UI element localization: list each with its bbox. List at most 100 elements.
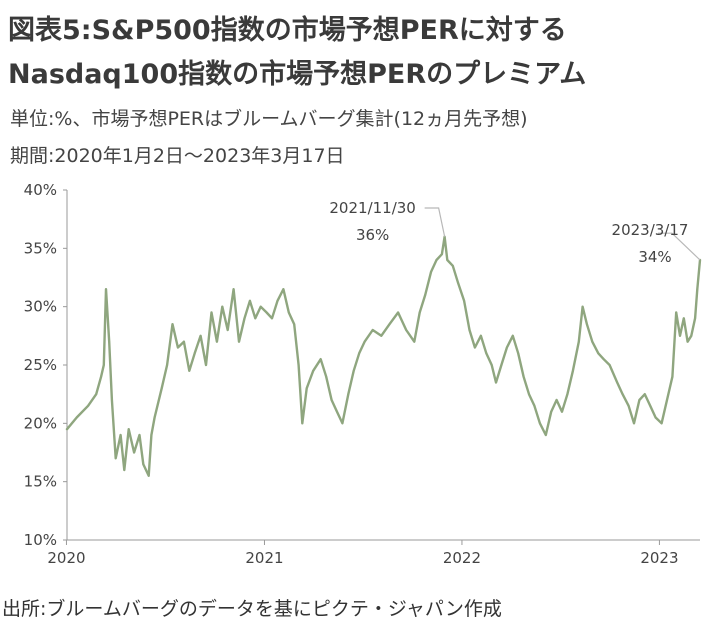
- x-tick-label: 2022: [443, 549, 481, 567]
- data-point: [193, 352, 196, 355]
- data-point: [451, 264, 454, 267]
- data-point: [413, 340, 416, 343]
- data-point: [325, 375, 328, 378]
- data-point: [686, 340, 689, 343]
- annotation-value-label: 34%: [638, 248, 671, 266]
- data-point: [581, 305, 584, 308]
- plot-frame: [66, 190, 700, 541]
- data-point: [330, 399, 333, 401]
- annotation-leader-line: [424, 207, 446, 237]
- source-note: 出所:ブルームバーグのデータを基にピクテ・ジャパン作成: [2, 598, 502, 620]
- data-point: [430, 270, 432, 273]
- data-point: [160, 387, 163, 390]
- data-point: [150, 434, 153, 436]
- x-axis: 2020 2021 2022 2023: [47, 540, 679, 567]
- data-point: [633, 422, 635, 425]
- annotation-value-label: 36%: [356, 226, 389, 244]
- chart-title-line-2: Nasdaq100指数の市場予想PERのプレミアム: [8, 59, 587, 90]
- data-point: [424, 294, 427, 296]
- annotation-layer: 2021/11/30 36% 2023/3/17 34%: [329, 199, 701, 266]
- data-point: [171, 323, 174, 326]
- data-point: [66, 428, 68, 431]
- data-point: [312, 369, 315, 372]
- y-axis: 10% 15% 20% 25% 30% 35% 40%: [24, 181, 67, 549]
- data-point: [75, 416, 78, 419]
- data-point: [388, 323, 391, 326]
- data-point: [111, 399, 113, 401]
- data-point: [555, 399, 558, 401]
- chart-title-line-1: 図表5:S&P500指数の市場予想PERに対する: [8, 15, 567, 46]
- data-point: [336, 410, 338, 413]
- data-point: [441, 253, 443, 256]
- x-tick-label: 2023: [640, 549, 678, 567]
- data-point: [226, 329, 229, 331]
- data-point: [495, 381, 497, 384]
- data-point: [238, 340, 240, 343]
- data-point: [660, 422, 663, 425]
- data-point: [105, 288, 107, 291]
- data-point: [696, 288, 699, 291]
- data-point: [305, 387, 308, 390]
- annotation-date-label: 2021/11/30: [329, 199, 415, 217]
- data-point: [490, 364, 493, 366]
- data-point: [183, 340, 185, 343]
- data-point: [405, 329, 408, 331]
- data-point: [694, 317, 696, 320]
- data-point: [533, 404, 536, 407]
- data-point: [506, 346, 508, 349]
- annotation-date-label: 2023/3/17: [612, 221, 689, 239]
- data-point: [572, 369, 574, 372]
- data-point: [133, 451, 136, 454]
- data-point: [341, 422, 344, 425]
- data-point: [602, 358, 605, 361]
- data-point: [301, 422, 304, 425]
- data-point: [142, 463, 145, 466]
- data-point: [358, 352, 361, 355]
- data-point: [293, 323, 296, 326]
- data-point: [210, 311, 213, 314]
- y-tick-label: 10%: [24, 531, 57, 549]
- data-point: [528, 393, 530, 396]
- data-point: [597, 352, 600, 355]
- data-point: [468, 329, 471, 331]
- data-point: [114, 457, 117, 460]
- data-point: [102, 364, 105, 366]
- data-point: [517, 352, 520, 355]
- data-point: [671, 375, 674, 378]
- data-point: [153, 416, 156, 419]
- y-tick-label: 40%: [24, 181, 57, 199]
- data-point: [100, 375, 102, 378]
- data-point: [287, 311, 290, 314]
- data-point: [108, 340, 111, 343]
- data-point: [690, 334, 693, 337]
- data-point: [363, 340, 366, 343]
- data-point: [127, 428, 130, 431]
- data-point: [544, 434, 547, 436]
- data-point: [616, 381, 619, 384]
- data-point: [649, 404, 652, 407]
- data-point: [561, 410, 563, 413]
- data-point: [177, 346, 179, 349]
- data-point: [380, 334, 383, 337]
- data-point: [675, 311, 678, 314]
- data-point: [319, 358, 322, 361]
- y-tick-label: 35%: [24, 239, 57, 257]
- data-point: [480, 334, 482, 337]
- data-point: [119, 434, 122, 436]
- data-point: [627, 404, 630, 407]
- data-point: [621, 393, 624, 396]
- x-tick-label: 2021: [245, 549, 283, 567]
- data-point: [216, 340, 218, 343]
- data-point: [397, 311, 399, 314]
- data-point: [371, 329, 374, 331]
- data-point: [352, 369, 355, 372]
- data-point: [643, 393, 646, 396]
- data-point: [95, 393, 98, 396]
- data-point: [638, 399, 641, 401]
- data-point: [199, 334, 202, 337]
- x-tick-label: 2020: [47, 549, 85, 567]
- y-tick-label: 15%: [24, 473, 57, 491]
- data-point: [474, 346, 476, 349]
- data-point: [577, 340, 580, 343]
